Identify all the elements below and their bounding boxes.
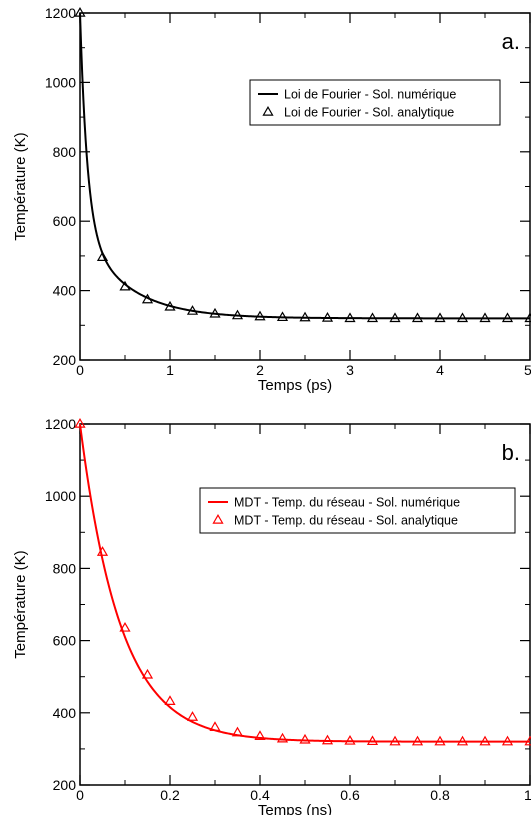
data-point-analytic [456,312,469,323]
y-tick-label: 800 [53,144,77,160]
data-point-analytic [411,312,424,323]
data-point-analytic [209,721,221,731]
data-point-analytic [186,711,199,721]
data-point-analytic [231,726,244,737]
panel-label: b. [502,440,520,465]
x-tick-label: 3 [346,362,354,378]
x-tick-label: 1 [166,362,174,378]
data-point-analytic [74,417,86,428]
legend-entry-analytic: Loi de Fourier - Sol. analytique [284,106,454,120]
data-point-analytic [524,312,531,323]
data-point-analytic [321,312,334,322]
data-point-analytic [344,312,356,323]
data-point-analytic [96,546,109,556]
x-tick-label: 0 [76,362,84,378]
y-tick-label: 1200 [45,416,76,432]
panel-label: a. [502,29,520,54]
data-point-analytic [366,735,379,746]
y-tick-label: 1000 [45,74,76,90]
plot-frame [79,12,531,361]
data-point-analytic [524,735,531,746]
legend-entry-analytic: MDT - Temp. du réseau - Sol. analytique [234,514,458,528]
data-point-analytic [254,730,266,740]
data-point-analytic [366,312,379,323]
data-point-analytic [141,293,154,304]
y-axis-label: Température (K) [12,132,29,240]
x-axis-label: Temps (ps) [258,377,332,394]
data-point-analytic [96,251,109,262]
data-point-analytic [164,695,176,705]
x-tick-label: 0.6 [340,787,360,803]
series-line-numeric [79,12,530,320]
data-point-analytic [501,735,514,746]
data-point-analytic [74,6,86,17]
legend-box [249,79,501,126]
y-tick-label: 200 [53,352,77,368]
data-point-analytic [164,300,176,311]
data-point-analytic [411,735,424,746]
x-tick-label: 0.8 [430,787,450,803]
y-tick-label: 1200 [45,5,76,21]
legend-entry-numeric: Loi de Fourier - Sol. numérique [284,88,456,102]
data-point-analytic [299,733,311,744]
y-tick-label: 400 [53,705,77,721]
x-tick-label: 4 [436,362,444,378]
x-axis-label: Temps (ns) [258,802,332,815]
data-point-analytic [434,735,446,746]
data-point-analytic [389,735,401,746]
y-tick-label: 800 [53,560,77,576]
legend-triangle-swatch [262,105,274,116]
data-point-analytic [456,735,469,746]
legend-entry-numeric: MDT - Temp. du réseau - Sol. numérique [234,496,460,510]
x-tick-label: 5 [524,362,531,378]
data-point-analytic [501,312,514,323]
y-tick-label: 600 [53,213,77,229]
y-tick-label: 600 [53,633,77,649]
data-point-analytic [254,310,266,321]
data-point-analytic [119,621,131,632]
legend-triangle-swatch [212,513,224,524]
chart-panel-b: 0 0.2 0.4 0.6 0.8 120040060080010001200Temps … [12,416,531,815]
legend-box [199,487,516,534]
x-tick-label: 1 [524,787,531,803]
data-point-analytic [299,311,311,322]
series-line-numeric [79,423,530,743]
data-point-analytic [321,734,334,745]
x-tick-label: 2 [256,362,264,378]
data-point-analytic [434,312,446,323]
data-point-analytic [141,668,154,679]
data-point-analytic [276,732,289,743]
data-point-analytic [119,280,131,291]
data-point-analytic [276,311,289,322]
data-point-analytic [479,312,491,323]
data-point-analytic [186,305,199,315]
plot-frame [79,423,531,786]
y-tick-label: 400 [53,283,77,299]
chart-panel-a: 0 1 2 3 4 5 200 400 600 800 1000 1200 Temps (ps) Temp… [12,5,531,394]
data-point-analytic [389,312,401,323]
y-axis-label: Température (K) [12,550,29,658]
x-tick-label: 0.4 [250,787,270,803]
data-point-analytic [209,307,221,318]
x-tick-label: 0 [76,787,84,803]
data-point-analytic [231,309,244,320]
data-point-analytic [344,734,356,745]
y-tick-label: 1000 [45,488,76,504]
data-point-analytic [479,735,491,746]
x-tick-label: 0.2 [160,787,180,803]
y-tick-label: 200 [53,777,77,793]
